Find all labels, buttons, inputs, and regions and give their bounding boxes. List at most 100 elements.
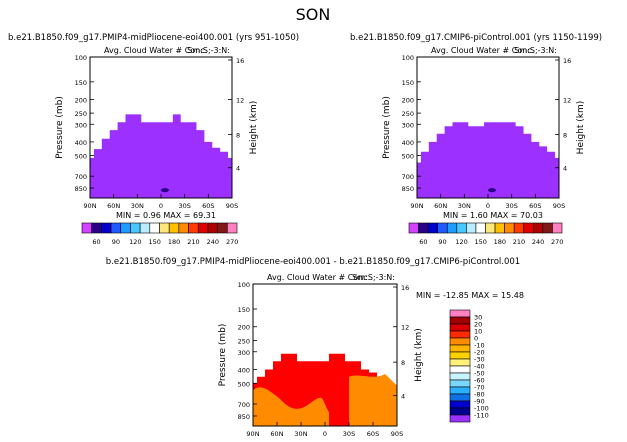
y-tick-label: 500 xyxy=(402,153,414,161)
colorbar-cell xyxy=(494,222,505,234)
colorbar-label: 120 xyxy=(455,238,467,246)
y-tick-label: 150 xyxy=(238,306,250,314)
x-tick-label: 90S xyxy=(553,202,565,210)
colorbar-label: -20 xyxy=(474,349,485,357)
colorbar-cell xyxy=(449,344,471,353)
y-tick-label: 300 xyxy=(75,121,87,129)
colorbar-cell xyxy=(217,222,228,234)
colorbar-cell xyxy=(449,386,471,395)
y-tick-label: 700 xyxy=(402,173,414,181)
right-tick-label: 16 xyxy=(236,57,244,65)
y-tick-label: 200 xyxy=(238,324,250,332)
field-speck xyxy=(160,188,169,193)
colorbar-cell xyxy=(110,222,122,234)
stats-text: MIN = 1.60 MAX = 70.03 xyxy=(443,211,543,220)
right-tick-label: 12 xyxy=(236,96,244,104)
colorbar-label: 90 xyxy=(438,238,446,246)
right-tick-label: 4 xyxy=(401,393,405,401)
colorbar-label: 240 xyxy=(532,238,544,246)
right-tick-label: 4 xyxy=(563,165,567,173)
colorbar-label: -10 xyxy=(474,342,485,350)
x-tick-label: 0 xyxy=(486,202,490,210)
right-tick-label: 16 xyxy=(401,284,409,292)
colorbar-cell xyxy=(101,222,112,234)
y-tick-label: 100 xyxy=(402,54,414,62)
colorbar-cell xyxy=(449,323,471,332)
colorbar-cell xyxy=(408,222,419,234)
stats-text: MIN = -12.85 MAX = 15.48 xyxy=(416,291,524,300)
y-tick-label: 700 xyxy=(75,173,87,181)
panel-midPliocene: b.e21.B1850.f09_g17.PMIP4-midPliocene-eo… xyxy=(8,33,299,246)
right-tick-label: 8 xyxy=(236,132,240,140)
panel-title: b.e21.B1850.f09_g17.PMIP4-midPliocene-eo… xyxy=(106,257,520,267)
y-tick-label: 250 xyxy=(75,110,87,118)
x-tick-label: 60S xyxy=(202,202,214,210)
colorbar-label: -30 xyxy=(474,356,485,364)
right-tick-label: 12 xyxy=(563,96,571,104)
y-axis-right-label: Height (km) xyxy=(249,101,259,155)
colorbar-cell xyxy=(227,222,238,234)
y-axis-right-label: Height (km) xyxy=(576,101,586,155)
y-tick-label: 200 xyxy=(402,96,414,104)
x-tick-label: 90S xyxy=(391,430,403,438)
colorbar-cell xyxy=(449,365,471,374)
panel-title: b.e21.B1850.f09_g17.PMIP4-midPliocene-eo… xyxy=(8,33,299,43)
right-tick-label: 16 xyxy=(563,57,571,65)
colorbar-label: 30 xyxy=(474,314,482,322)
x-tick-label: 60S xyxy=(529,202,541,210)
y-tick-label: 400 xyxy=(402,139,414,147)
panel-right-label: Sm:S;-3:N: xyxy=(187,46,230,55)
cloud-field xyxy=(90,114,232,198)
colorbar-label: 210 xyxy=(513,238,525,246)
colorbar-cell xyxy=(159,222,170,234)
y-tick-label: 700 xyxy=(238,401,250,409)
colorbar-cell xyxy=(120,222,131,234)
x-tick-label: 90S xyxy=(226,202,238,210)
colorbar-cell xyxy=(485,222,496,234)
x-tick-label: 90N xyxy=(83,202,96,210)
y-tick-label: 400 xyxy=(238,366,250,374)
colorbar-cell xyxy=(466,222,477,234)
field-negative-1 xyxy=(349,373,397,426)
colorbar-label: 150 xyxy=(148,238,160,246)
panel-subtitle: Avg. Cloud Water # Conc. xyxy=(267,273,370,282)
colorbar-label: -60 xyxy=(474,377,485,385)
colorbar-label: 60 xyxy=(419,238,427,246)
colorbar-cell xyxy=(449,407,471,416)
y-tick-label: 250 xyxy=(238,338,250,346)
y-axis-right-label: Height (km) xyxy=(414,328,424,382)
colorbar-label: 180 xyxy=(494,238,506,246)
x-tick-label: 30N xyxy=(458,202,471,210)
colorbar-cell xyxy=(449,358,471,367)
colorbar-label: -90 xyxy=(474,398,485,406)
y-tick-label: 300 xyxy=(402,121,414,129)
x-tick-label: 60S xyxy=(367,430,379,438)
colorbar-label: 180 xyxy=(168,238,180,246)
colorbar-label: 270 xyxy=(551,238,563,246)
x-tick-label: 0 xyxy=(159,202,163,210)
colorbar-cell xyxy=(475,222,486,234)
x-tick-label: 60N xyxy=(107,202,120,210)
y-tick-label: 100 xyxy=(238,281,250,289)
colorbar-cell xyxy=(188,222,199,234)
x-tick-label: 30N xyxy=(294,430,307,438)
y-tick-label: 850 xyxy=(238,413,250,421)
x-tick-label: 30S xyxy=(178,202,190,210)
colorbar-label: 20 xyxy=(474,321,482,329)
y-axis-label: Pressure (mb) xyxy=(55,96,65,159)
colorbar-label: 150 xyxy=(475,238,487,246)
x-tick-label: 30S xyxy=(343,430,355,438)
colorbar-cell xyxy=(523,222,534,234)
colorbar-label: 0 xyxy=(474,335,478,343)
colorbar-cell xyxy=(449,400,471,409)
colorbar-label: 210 xyxy=(187,238,199,246)
x-tick-label: 90N xyxy=(410,202,423,210)
colorbar-cell xyxy=(542,222,553,234)
colorbar-cell xyxy=(81,222,92,234)
field-speck xyxy=(299,387,306,394)
colorbar-cell xyxy=(552,222,563,234)
colorbar-cell xyxy=(449,379,471,388)
y-tick-label: 250 xyxy=(402,110,414,118)
colorbar-cell xyxy=(139,222,151,234)
colorbar-cell xyxy=(456,222,467,234)
